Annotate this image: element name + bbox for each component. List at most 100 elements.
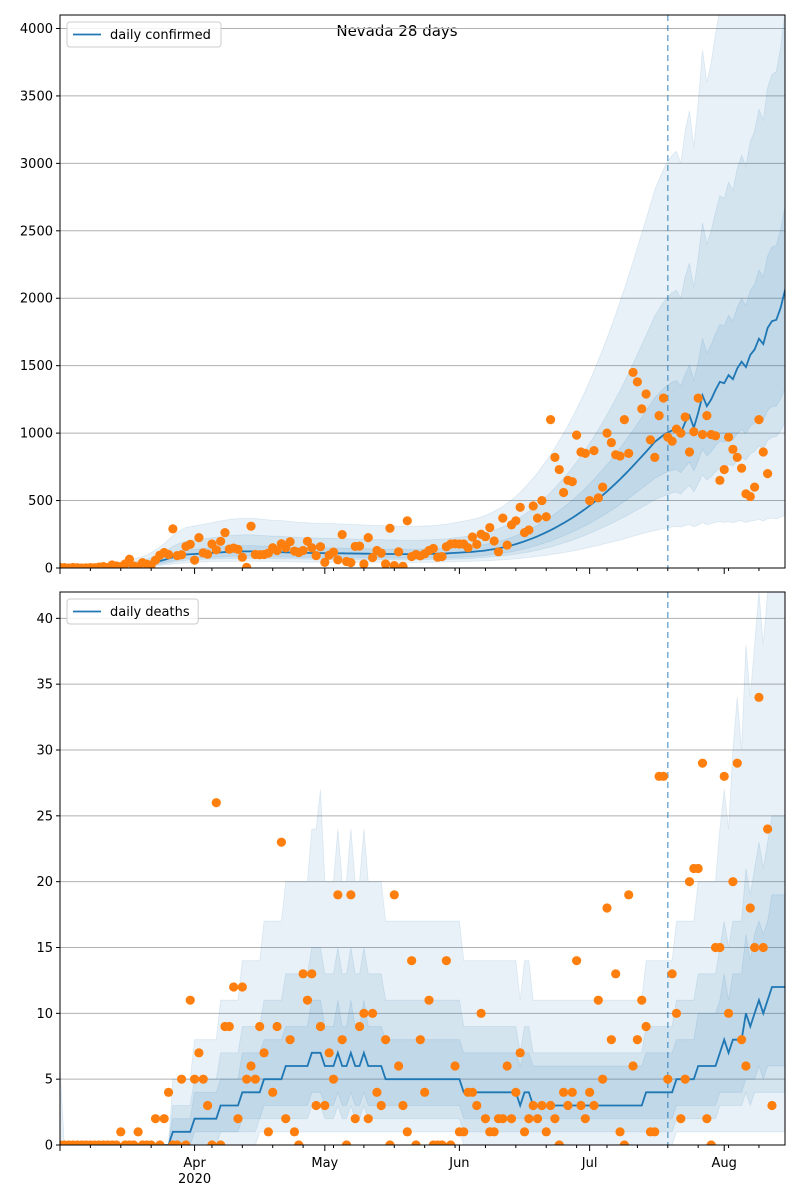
data-point (524, 1114, 534, 1124)
data-point (624, 890, 634, 900)
data-point (506, 1114, 517, 1124)
y-tick-label: 1500 (20, 359, 53, 374)
data-point (741, 1061, 751, 1071)
data-point (402, 1127, 412, 1137)
data-point (298, 969, 308, 979)
data-point (472, 1100, 482, 1111)
data-point (667, 436, 677, 446)
x-tick-label: Jul (581, 1156, 598, 1171)
data-point (710, 431, 721, 441)
data-point (736, 463, 747, 473)
data-point (168, 524, 178, 534)
data-point (307, 969, 317, 979)
y-tick-label: 0 (45, 562, 53, 577)
band-q025-q975 (60, 15, 785, 568)
data-point (398, 561, 408, 568)
data-point (302, 536, 313, 546)
data-point (680, 412, 690, 422)
data-point (211, 798, 221, 808)
data-point (680, 1074, 690, 1084)
data-point (537, 495, 547, 506)
data-point (545, 415, 556, 425)
data-point (311, 550, 321, 561)
data-point (220, 528, 230, 538)
data-point (619, 415, 629, 425)
data-point (376, 548, 386, 558)
data-point (459, 1127, 469, 1137)
data-point (281, 1114, 291, 1124)
data-point (346, 890, 356, 900)
data-point (307, 543, 317, 553)
data-point (437, 1140, 447, 1145)
data-point (246, 521, 256, 531)
data-point (129, 1140, 139, 1145)
data-point (385, 1140, 395, 1145)
data-point (632, 1035, 643, 1045)
y-tick-label: 25 (36, 809, 53, 824)
data-point (567, 477, 577, 487)
y-tick-label: 4000 (20, 22, 53, 37)
data-point (428, 543, 438, 554)
data-point (155, 1140, 165, 1145)
data-point (237, 552, 247, 562)
x-year-label: 2020 (178, 1172, 211, 1187)
data-point (628, 367, 638, 378)
data-point (528, 501, 538, 511)
data-point (532, 1114, 543, 1124)
data-point (450, 1061, 460, 1071)
data-point (541, 1127, 551, 1137)
data-point (354, 541, 365, 551)
axes-frame (59, 14, 786, 569)
data-point (420, 1087, 430, 1097)
data-point (645, 435, 656, 445)
data-point (498, 1114, 508, 1124)
data-point (398, 1100, 408, 1111)
data-point (550, 452, 560, 462)
data-point (580, 448, 590, 458)
data-point (359, 559, 369, 568)
data-point (567, 1087, 577, 1097)
data-point (697, 429, 708, 440)
data-point (363, 533, 373, 543)
data-point (650, 1127, 660, 1137)
y-tick-label: 3500 (20, 89, 53, 104)
data-point (658, 771, 669, 781)
data-point (259, 1048, 269, 1058)
data-point (189, 1074, 200, 1084)
data-point (467, 532, 478, 542)
data-point (637, 404, 647, 414)
axes-frame (59, 591, 786, 1146)
x-tick-label: Aug (712, 1156, 737, 1171)
data-point (276, 837, 287, 847)
data-point (185, 539, 195, 550)
data-point (185, 995, 195, 1005)
data-point (554, 464, 564, 475)
data-point (163, 1087, 174, 1097)
data-point (615, 1127, 625, 1137)
data-point (719, 771, 729, 781)
data-point (702, 410, 712, 421)
data-point (381, 559, 391, 568)
data-point (715, 475, 725, 485)
data-point (676, 428, 686, 438)
data-point (745, 903, 755, 913)
data-point (437, 551, 447, 562)
data-point (641, 1021, 651, 1032)
x-tick-label: May (311, 1156, 338, 1171)
data-point (593, 995, 603, 1005)
data-point (585, 1087, 595, 1097)
band-q025-q975 (60, 592, 785, 1145)
data-point (750, 482, 760, 492)
y-tick-label: 0 (45, 1139, 53, 1154)
data-point (272, 1021, 282, 1032)
legend-label: daily deaths (110, 605, 190, 620)
data-point (641, 389, 651, 399)
data-point (684, 447, 695, 457)
data-point (676, 1114, 686, 1124)
legend: daily deaths (66, 598, 199, 625)
data-point (181, 1140, 191, 1145)
data-point (563, 1100, 573, 1111)
y-tick-label: 2500 (20, 224, 53, 239)
data-point (723, 432, 734, 442)
data-point (159, 1114, 169, 1124)
